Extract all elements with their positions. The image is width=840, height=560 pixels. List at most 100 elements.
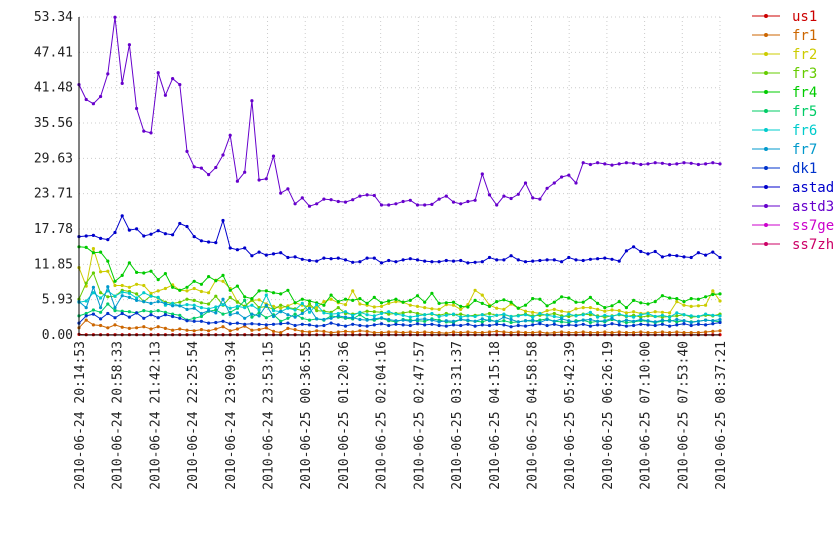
data-point — [394, 312, 398, 316]
data-point — [199, 239, 203, 243]
data-point — [682, 319, 686, 323]
data-point — [689, 320, 693, 325]
data-point — [639, 330, 643, 334]
data-point — [639, 315, 643, 319]
data-point — [257, 311, 261, 315]
legend-item-fr5: fr5 — [752, 104, 817, 120]
data-point — [221, 218, 225, 223]
data-point — [199, 311, 203, 316]
data-point — [487, 315, 492, 319]
data-point — [711, 250, 715, 254]
data-point — [235, 248, 239, 252]
data-point — [408, 303, 412, 307]
data-point — [387, 310, 391, 314]
data-point — [502, 307, 506, 311]
data-point — [156, 295, 160, 299]
data-point — [286, 306, 290, 310]
data-point — [387, 258, 391, 263]
data-point — [343, 258, 348, 262]
series-lines — [77, 15, 722, 337]
legend-item-fr3: fr3 — [752, 66, 817, 82]
data-point — [351, 330, 355, 334]
data-point — [682, 322, 686, 326]
data-point — [250, 312, 254, 316]
legend-marker — [764, 109, 768, 113]
data-point — [135, 106, 139, 111]
legend-marker — [764, 71, 768, 75]
data-point — [574, 181, 578, 185]
data-point — [531, 318, 535, 322]
data-point — [473, 314, 477, 319]
data-point — [156, 309, 160, 313]
data-point — [423, 306, 427, 310]
data-point — [588, 295, 593, 299]
x-tick-label: 2010-06-25 04:15:18 — [488, 341, 503, 490]
data-point — [91, 102, 95, 106]
data-point — [704, 295, 708, 299]
legend: us1 fr1 fr2 fr3 fr4 fr5 fr6 fr7 dk1 astad astd3 ss7… — [752, 9, 834, 253]
data-point — [156, 278, 160, 282]
data-point — [279, 306, 283, 310]
data-point — [451, 323, 456, 327]
data-point — [473, 319, 477, 323]
data-point — [624, 249, 629, 253]
data-point — [279, 309, 283, 313]
data-point — [99, 306, 103, 310]
data-point — [257, 322, 261, 326]
data-point — [682, 303, 686, 307]
data-point — [596, 301, 600, 305]
data-point — [214, 327, 218, 331]
data-point — [545, 186, 549, 190]
data-point — [603, 306, 607, 310]
data-point — [271, 329, 276, 333]
data-point — [437, 197, 441, 201]
data-point — [718, 292, 722, 296]
legend-label: fr5 — [792, 104, 817, 120]
data-point — [660, 313, 665, 317]
data-point — [718, 299, 722, 303]
data-point — [365, 256, 369, 260]
data-point — [560, 175, 564, 179]
data-point — [322, 197, 326, 201]
data-point — [632, 298, 636, 302]
legend-item-fr4: fr4 — [752, 85, 817, 101]
data-point — [379, 261, 384, 265]
data-point — [509, 317, 513, 322]
data-point — [408, 298, 412, 302]
data-point — [185, 307, 189, 311]
data-point — [567, 173, 571, 177]
data-point — [372, 256, 376, 260]
data-point — [178, 288, 182, 292]
data-point — [480, 323, 484, 327]
data-point — [379, 316, 384, 320]
data-point — [653, 331, 657, 335]
data-point — [624, 161, 629, 165]
data-point — [250, 297, 254, 301]
data-point — [235, 284, 239, 288]
data-point — [163, 93, 167, 97]
data-point — [394, 300, 398, 304]
data-point — [106, 295, 110, 299]
data-point — [192, 316, 196, 320]
data-point — [372, 314, 376, 318]
data-point — [596, 331, 600, 335]
x-tick-label: 2010-06-24 20:14:53 — [73, 341, 88, 490]
data-point — [639, 301, 643, 305]
data-point — [120, 309, 124, 313]
data-point — [509, 320, 513, 325]
data-point — [293, 328, 297, 332]
data-point — [408, 315, 412, 319]
data-point — [459, 307, 463, 311]
data-point — [84, 234, 88, 238]
data-point — [545, 331, 549, 335]
data-point — [538, 318, 542, 322]
data-point — [264, 289, 268, 293]
data-point — [704, 323, 708, 327]
data-point — [127, 326, 131, 330]
data-point — [401, 318, 405, 322]
data-point — [243, 246, 247, 250]
data-point — [516, 192, 520, 196]
y-tick-label: 47.41 — [34, 45, 73, 60]
legend-label: fr2 — [792, 47, 817, 63]
